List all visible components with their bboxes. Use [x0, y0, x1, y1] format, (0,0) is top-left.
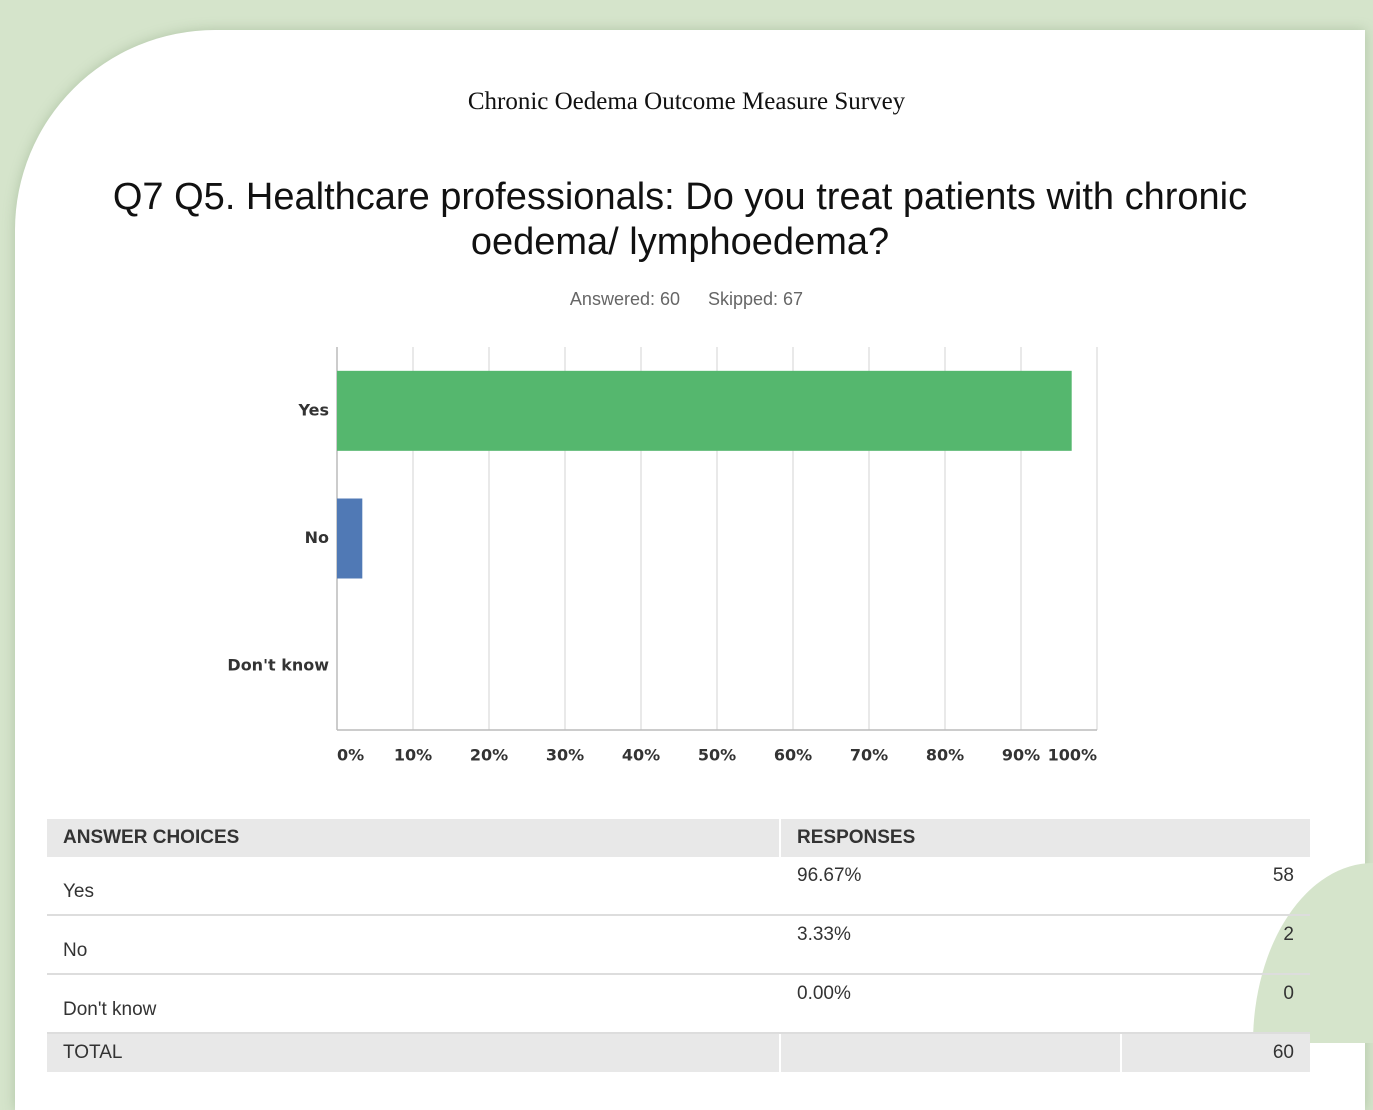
x-tick-label: 100%: [1048, 746, 1097, 765]
stats: Answered: 60 Skipped: 67: [0, 289, 1373, 310]
cell: 2: [1120, 915, 1310, 975]
bar: [337, 370, 1072, 451]
total-label: TOTAL: [47, 1033, 780, 1072]
cell: Don't know: [47, 974, 780, 1034]
cell: 96.67%: [779, 857, 1121, 916]
x-tick-label: 20%: [470, 746, 508, 765]
x-tick-label: 30%: [546, 746, 584, 765]
skipped: Skipped: 67: [708, 289, 804, 309]
page: Chronic Oedema Outcome Measure Survey Q7…: [0, 30, 1373, 1110]
col-header: ANSWER CHOICES: [47, 819, 780, 857]
results-table: ANSWER CHOICES RESPONSES Yes 96.67% 58 No 3.…: [47, 819, 1310, 1072]
total-count: 60: [1119, 1033, 1310, 1072]
cell: No: [47, 915, 780, 975]
x-tick-label: 40%: [622, 746, 660, 765]
col-header: RESPONSES: [779, 819, 1310, 857]
chart: 0% 10% 20% 30% 40% 50% 60% 70% 80% 90% 100% Yes No Do…: [227, 347, 1098, 765]
y-tick-label: No: [305, 528, 329, 547]
bar: [337, 498, 363, 579]
y-tick-label: Yes: [298, 400, 330, 419]
cell: 3.33%: [779, 915, 1121, 975]
survey-title: Chronic Oedema Outcome Measure Survey: [467, 88, 906, 115]
x-tick-label: 90%: [1002, 746, 1040, 765]
y-tick-label: Don't know: [227, 656, 329, 675]
x-tick-label: 80%: [926, 746, 964, 765]
cell: 58: [1120, 857, 1310, 916]
question: Q7 Q5. Healthcare professionals: Do you …: [112, 176, 1248, 263]
x-tick-label: 0%: [337, 746, 364, 765]
cell: Yes: [47, 857, 780, 916]
x-tick-label: 10%: [394, 746, 432, 765]
cell: 0: [1120, 974, 1310, 1034]
cell: 0.00%: [779, 974, 1121, 1034]
x-tick-label: 70%: [850, 746, 888, 765]
x-tick-label: 50%: [698, 746, 736, 765]
x-tick-label: 60%: [774, 746, 812, 765]
answered: Answered: 60: [569, 289, 680, 309]
